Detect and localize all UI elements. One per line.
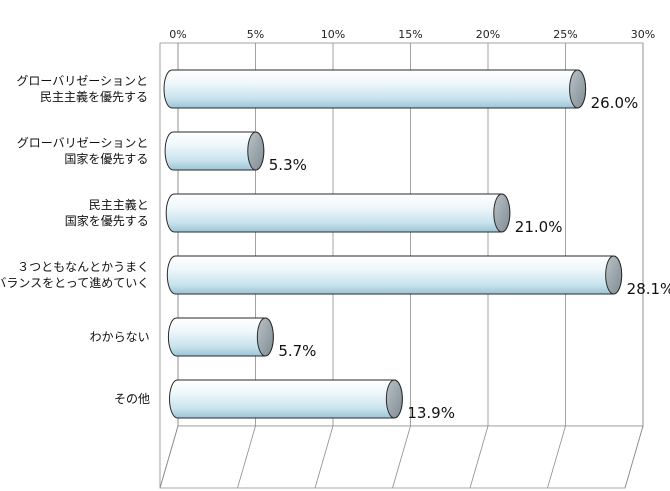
bar-cap: [247, 131, 265, 171]
category-label: グローバリゼーションと: [16, 74, 148, 88]
category-label: その他: [114, 392, 150, 406]
gridline-floor: [237, 425, 256, 489]
gridline-floor: [624, 425, 644, 489]
bar-cap: [605, 255, 623, 295]
gridline-floor: [469, 425, 489, 489]
data-label: 5.3%: [269, 156, 307, 174]
x-axis-ticks: 0% 5% 10% 15% 20% 25% 30%: [169, 28, 655, 41]
bars: [163, 69, 623, 419]
gridline-floor: [159, 425, 179, 489]
gridline-floor: [314, 425, 334, 489]
category-label: 民主主義と: [89, 197, 149, 212]
bar-cap: [493, 193, 511, 233]
data-label: 21.0%: [515, 218, 563, 236]
bar: [163, 69, 587, 109]
gridline-floor: [392, 425, 411, 489]
category-label: 国家を優先する: [64, 151, 148, 166]
x-tick-label: 10%: [321, 28, 345, 41]
bar: [166, 255, 623, 295]
data-labels: 26.0% 5.3% 21.0% 28.1% 5.7% 13.9%: [269, 94, 670, 422]
bar: [164, 131, 265, 171]
data-label: 26.0%: [591, 94, 639, 112]
data-label: 5.7%: [278, 342, 316, 360]
category-label: 民主主義を優先する: [40, 89, 148, 104]
bar-body: [165, 193, 511, 233]
category-label: グローバリゼーションと: [17, 136, 149, 150]
bar: [165, 193, 511, 233]
bar-body: [166, 255, 623, 295]
x-tick-label: 0%: [169, 28, 186, 41]
x-tick-label: 20%: [476, 28, 500, 41]
x-tick-label: 25%: [553, 28, 577, 41]
bar: [169, 379, 403, 419]
bar-cap: [569, 69, 587, 109]
data-label: 13.9%: [407, 404, 455, 422]
x-tick-label: 5%: [247, 28, 264, 41]
gridline-floor: [547, 425, 566, 489]
x-tick-label: 30%: [631, 28, 655, 41]
category-label: わからない: [90, 330, 150, 344]
bar-cap: [256, 317, 274, 357]
data-label: 28.1%: [627, 280, 670, 298]
x-tick-label: 15%: [398, 28, 422, 41]
bar-body: [169, 379, 403, 419]
bar-cap: [385, 379, 403, 419]
category-label: 国家を優先する: [65, 213, 149, 228]
bar: [167, 317, 274, 357]
category-label: バランスをとって進めていく: [0, 276, 149, 290]
bar-body: [163, 69, 587, 109]
category-labels: グローバリゼーションと民主主義を優先するグローバリゼーションと国家を優先する民主…: [0, 74, 150, 406]
category-label: ３つともなんとかうまく: [17, 260, 149, 274]
